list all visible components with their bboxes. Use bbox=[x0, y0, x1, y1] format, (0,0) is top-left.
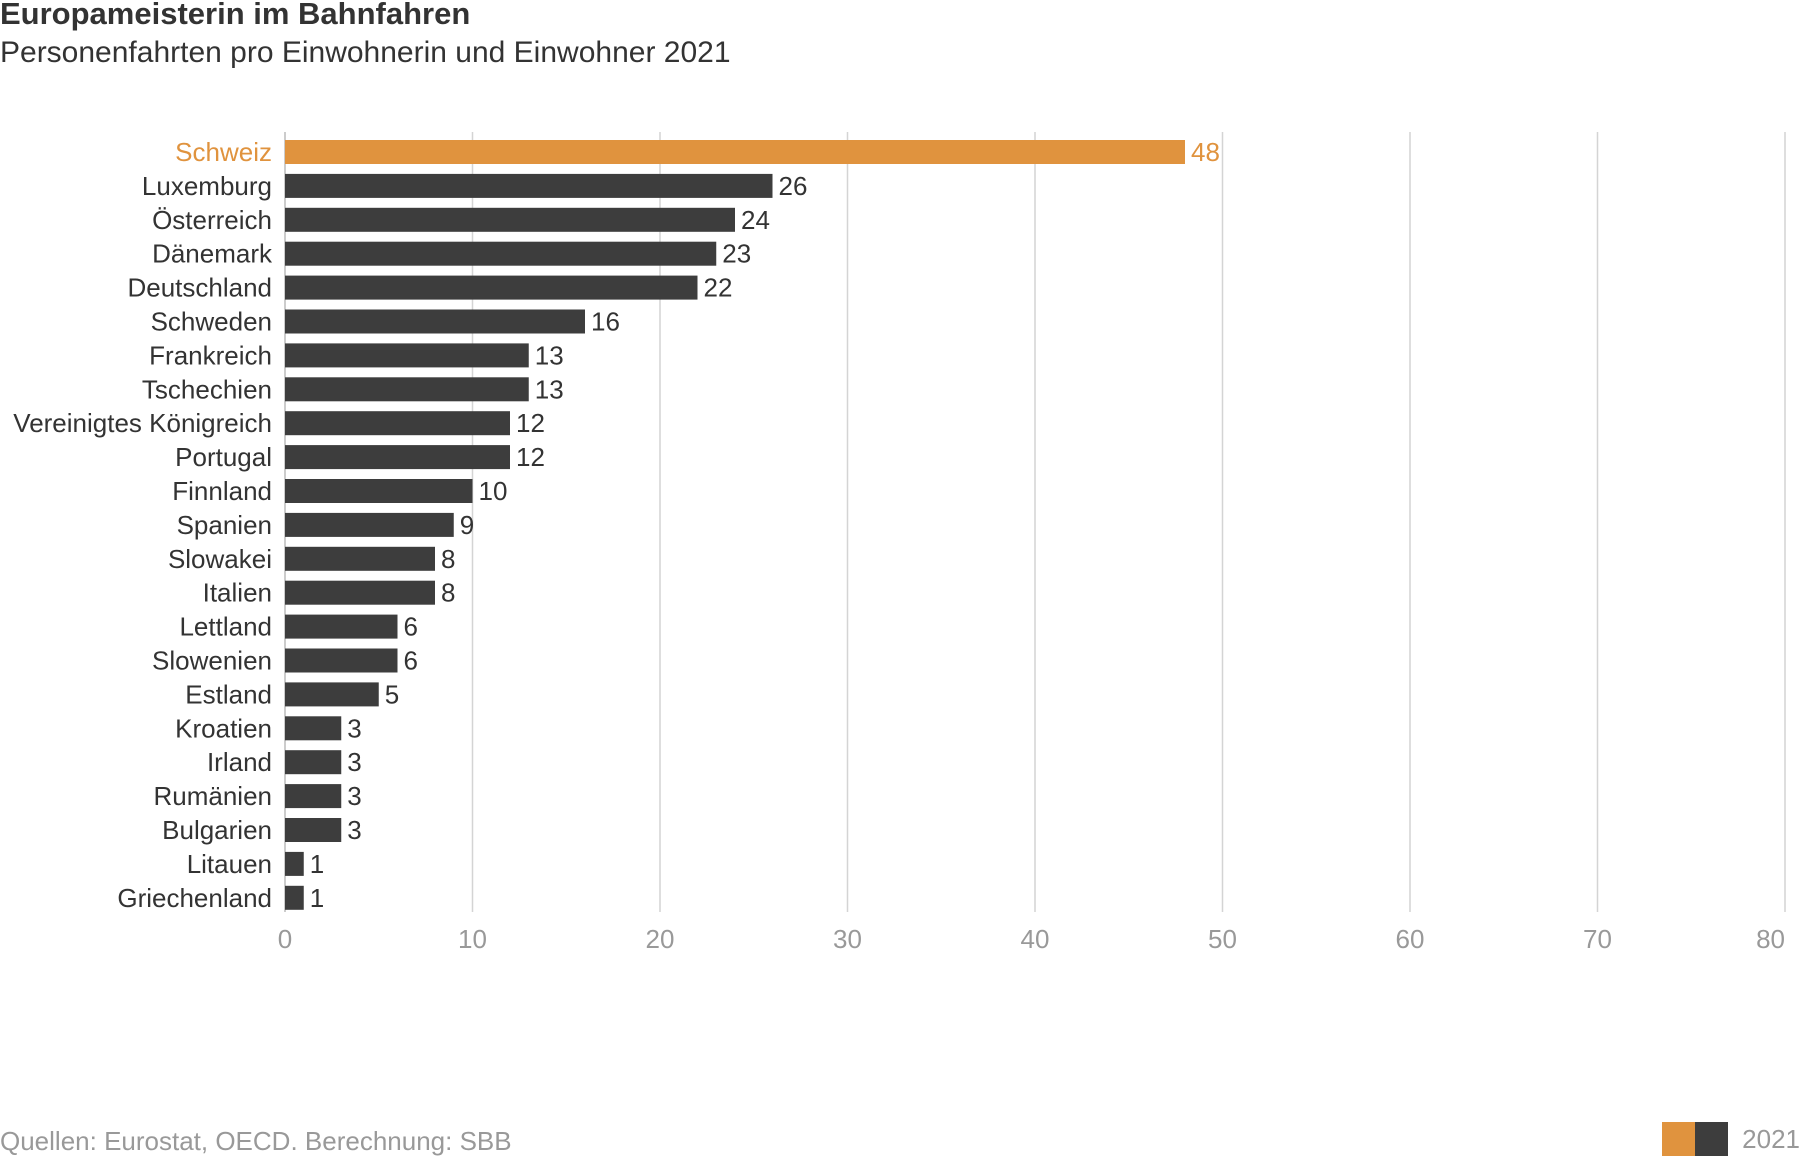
bar bbox=[285, 682, 379, 707]
value-label: 22 bbox=[704, 273, 733, 303]
bar bbox=[285, 512, 454, 537]
category-label: Schweiz bbox=[175, 137, 272, 167]
legend-swatch-default bbox=[1695, 1122, 1729, 1156]
bar bbox=[285, 343, 529, 368]
value-label: 3 bbox=[347, 713, 361, 743]
value-label: 24 bbox=[741, 205, 770, 235]
bar bbox=[285, 445, 510, 470]
category-label: Deutschland bbox=[127, 273, 272, 303]
x-tick-label: 20 bbox=[646, 924, 675, 954]
category-label: Slowakei bbox=[168, 544, 272, 574]
bar bbox=[285, 750, 342, 775]
bar bbox=[285, 648, 398, 673]
bar bbox=[285, 377, 529, 402]
value-label: 3 bbox=[347, 747, 361, 777]
bar bbox=[285, 207, 735, 232]
x-tick-label: 60 bbox=[1396, 924, 1425, 954]
category-label: Spanien bbox=[177, 510, 272, 540]
bar bbox=[285, 173, 773, 198]
category-label: Schweden bbox=[151, 307, 272, 337]
bar bbox=[285, 411, 510, 436]
value-label: 3 bbox=[347, 815, 361, 845]
value-label: 8 bbox=[441, 544, 455, 574]
category-label: Estland bbox=[185, 679, 272, 709]
value-label: 8 bbox=[441, 578, 455, 608]
category-label: Bulgarien bbox=[162, 815, 272, 845]
bar bbox=[285, 546, 435, 571]
category-label: Portugal bbox=[175, 442, 272, 472]
value-label: 13 bbox=[535, 374, 564, 404]
value-label: 1 bbox=[310, 849, 324, 879]
category-label: Dänemark bbox=[152, 239, 273, 269]
bar bbox=[285, 885, 304, 910]
value-label: 5 bbox=[385, 679, 399, 709]
x-tick-label: 80 bbox=[1756, 924, 1785, 954]
value-label: 12 bbox=[516, 408, 545, 438]
bar bbox=[285, 309, 585, 334]
category-label: Italien bbox=[203, 578, 272, 608]
legend-swatch-highlight bbox=[1662, 1122, 1696, 1156]
bar bbox=[285, 784, 342, 809]
x-tick-label: 50 bbox=[1208, 924, 1237, 954]
x-tick-label: 30 bbox=[833, 924, 862, 954]
chart-title: Europameisterin im Bahnfahren bbox=[0, 0, 471, 31]
bars bbox=[285, 140, 1185, 910]
value-label: 6 bbox=[404, 612, 418, 642]
value-label: 16 bbox=[591, 307, 620, 337]
bar bbox=[285, 241, 717, 266]
bar bbox=[285, 716, 342, 741]
value-label: 9 bbox=[460, 510, 474, 540]
category-label: Kroatien bbox=[175, 713, 272, 743]
bar bbox=[285, 479, 473, 503]
x-tick-label: 0 bbox=[278, 924, 292, 954]
category-label: Frankreich bbox=[149, 340, 272, 370]
category-label: Luxemburg bbox=[142, 171, 272, 201]
value-label: 23 bbox=[722, 239, 751, 269]
legend: 2021 bbox=[1662, 1122, 1800, 1156]
value-label: 6 bbox=[404, 646, 418, 676]
category-label: Slowenien bbox=[152, 646, 272, 676]
category-label: Lettland bbox=[179, 612, 272, 642]
category-label: Finnland bbox=[172, 476, 272, 506]
bar bbox=[285, 851, 304, 876]
bar-chart: 0 10 20 30 40 50 60 70 80 Schweiz 48 Luxemburg 26 Öst… bbox=[13, 132, 1786, 954]
category-label: Österreich bbox=[152, 205, 272, 235]
value-label: 3 bbox=[347, 781, 361, 811]
value-label: 10 bbox=[479, 476, 508, 506]
value-label: 12 bbox=[516, 442, 545, 472]
bar bbox=[285, 140, 1185, 164]
category-label: Vereinigtes Königreich bbox=[13, 408, 272, 438]
chart-subtitle: Personenfahrten pro Einwohnerin und Einw… bbox=[0, 36, 731, 69]
bar bbox=[285, 614, 398, 639]
source-note: Quellen: Eurostat, OECD. Berechnung: SBB bbox=[0, 1126, 512, 1156]
category-label: Rumänien bbox=[153, 781, 272, 811]
value-label: 13 bbox=[535, 340, 564, 370]
labels: 0 10 20 30 40 50 60 70 80 Schweiz 48 Luxemburg 26 Öst… bbox=[13, 137, 1785, 954]
x-tick-label: 40 bbox=[1021, 924, 1050, 954]
grid-lines bbox=[284, 132, 1786, 912]
bar bbox=[285, 580, 435, 605]
bar bbox=[285, 275, 698, 300]
x-tick-label: 10 bbox=[458, 924, 487, 954]
category-label: Griechenland bbox=[117, 883, 272, 913]
x-tick-label: 70 bbox=[1583, 924, 1612, 954]
value-label: 26 bbox=[779, 171, 808, 201]
value-label: 48 bbox=[1191, 137, 1220, 167]
category-label: Irland bbox=[207, 747, 272, 777]
bar bbox=[285, 818, 342, 842]
category-label: Litauen bbox=[187, 849, 272, 879]
legend-label: 2021 bbox=[1742, 1123, 1800, 1154]
category-label: Tschechien bbox=[142, 374, 272, 404]
value-label: 1 bbox=[310, 883, 324, 913]
